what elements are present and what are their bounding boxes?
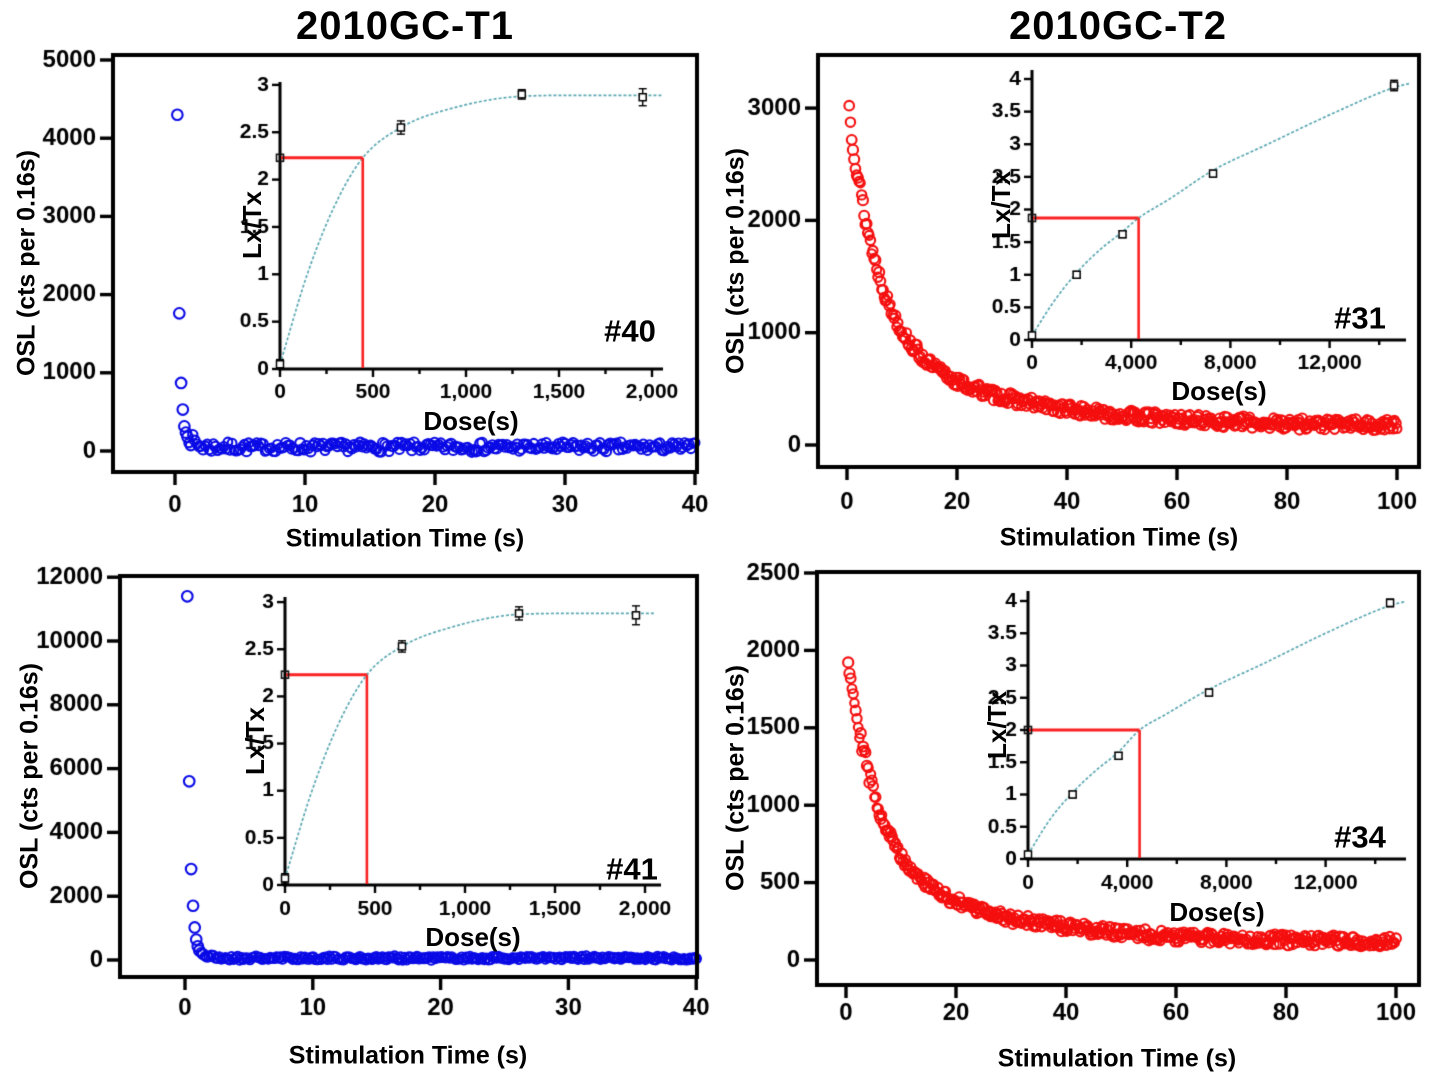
inset-y-axis-label-lxtx-31: Lx/Tx — [986, 171, 1016, 239]
inset-x-axis-label-dose-31: Dose(s) — [1171, 376, 1267, 406]
inset-x-axis-label-dose-41: Dose(s) — [425, 922, 521, 952]
panel-t1-aliquot41-chart-canvas — [0, 535, 714, 1071]
panel-t1-aliquot40-chart-canvas — [0, 0, 714, 535]
inset-x-axis-label-dose-34: Dose(s) — [1169, 897, 1265, 927]
inset-y-axis-label-lxtx-34: Lx/Tx — [982, 691, 1012, 759]
x-axis-label-top-left: Stimulation Time (s) — [285, 524, 525, 553]
aliquot-number-31: #31 — [1334, 300, 1386, 336]
aliquot-number-40: #40 — [604, 313, 656, 349]
panel-title-2010gc-t1: 2010GC-T1 — [296, 4, 514, 48]
inset-y-axis-label-lxtx-40: Lx/Tx — [237, 191, 267, 259]
panel-t2-aliquot31-chart-canvas — [714, 0, 1429, 535]
panel-t2-aliquot34-chart-canvas — [714, 535, 1429, 1071]
panel-title-2010gc-t2: 2010GC-T2 — [1009, 4, 1227, 48]
inset-y-axis-label-lxtx-41: Lx/Tx — [240, 707, 270, 775]
aliquot-number-34: #34 — [1334, 819, 1386, 855]
x-axis-label-top-right: Stimulation Time (s) — [999, 523, 1239, 552]
y-axis-label-top-right: OSL (cts per 0.16s) — [721, 147, 750, 375]
x-axis-label-bottom-right: Stimulation Time (s) — [997, 1044, 1237, 1073]
y-axis-label-bottom-right: OSL (cts per 0.16s) — [721, 664, 750, 892]
aliquot-number-41: #41 — [606, 851, 658, 887]
y-axis-label-bottom-left: OSL (cts per 0.16s) — [15, 662, 44, 890]
x-axis-label-bottom-left: Stimulation Time (s) — [288, 1041, 528, 1070]
inset-x-axis-label-dose-40: Dose(s) — [423, 406, 519, 436]
y-axis-label-top-left: OSL (cts per 0.16s) — [12, 149, 41, 377]
